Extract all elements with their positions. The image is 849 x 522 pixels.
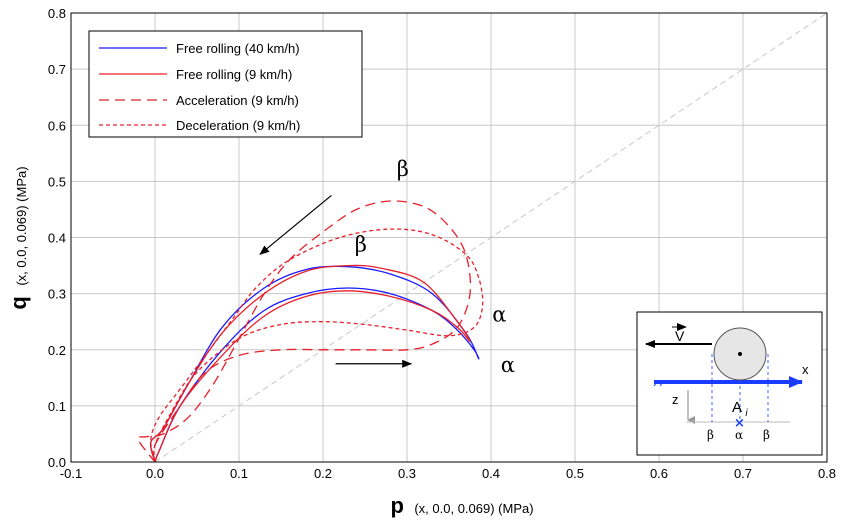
x-tick-label: 0.1 <box>230 466 248 481</box>
x-axis-label: p (x, 0.0, 0.069) (MPa) <box>390 493 533 518</box>
inset-velocity-label: V <box>675 328 685 344</box>
y-tick-label: 0.0 <box>48 455 66 470</box>
inset-z-label: z <box>672 392 679 407</box>
x-tick-label: 0.5 <box>566 466 584 481</box>
legend-label-free-rolling-40: Free rolling (40 km/h) <box>176 41 300 56</box>
legend: Free rolling (40 km/h) Free rolling (9 k… <box>88 30 363 138</box>
y-tick-label: 0.7 <box>48 62 66 77</box>
x-tick-label: 0.4 <box>482 466 500 481</box>
y-axis-label-sub: (x, 0.0, 0.069) (MPa) <box>14 166 29 285</box>
y-tick-label: 0.2 <box>48 343 66 358</box>
annotation-label: α <box>492 303 506 327</box>
x-tick-label: 0.8 <box>818 466 836 481</box>
inset-schematic: V x z A i × β α β <box>636 311 823 456</box>
x-tick-label: -0.1 <box>60 466 82 481</box>
y-tick-label: 0.8 <box>48 6 66 21</box>
x-tick-label: 0.7 <box>734 466 752 481</box>
annotation-label: β <box>397 157 409 181</box>
y-tick-label: 0.4 <box>48 231 66 246</box>
inset-beta-left: β <box>707 428 714 442</box>
inset-hatch-1 <box>653 380 659 387</box>
x-axis-label-sub: (x, 0.0, 0.069) (MPa) <box>414 501 533 516</box>
y-tick-labels: 0.0 0.1 0.2 0.3 0.4 0.5 0.6 0.7 0.8 <box>48 6 66 470</box>
annotation-label: β <box>355 233 367 257</box>
x-tick-label: 0.3 <box>398 466 416 481</box>
direction-arrow <box>259 194 332 255</box>
y-tick-label: 0.3 <box>48 287 66 302</box>
legend-label-free-rolling-9: Free rolling (9 km/h) <box>176 67 292 82</box>
series-line-0 <box>149 265 480 463</box>
inset-point-subscript: i <box>745 408 748 419</box>
legend-box <box>88 30 363 138</box>
greek-annotations: β β α α <box>355 157 515 377</box>
y-tick-label: 0.6 <box>48 118 66 133</box>
x-tick-labels: -0.1 0.0 0.1 0.2 0.3 0.4 0.5 0.6 0.7 0.8 <box>60 466 836 481</box>
inset-point-letter: A <box>732 399 742 416</box>
inset-alpha: α <box>735 428 743 442</box>
x-tick-label: 0.2 <box>314 466 332 481</box>
y-axis-label: q (x, 0.0, 0.069) (MPa) <box>6 166 31 309</box>
y-axis-label-main: q <box>6 296 31 309</box>
annotation-label: α <box>501 353 515 377</box>
x-tick-label: 0.6 <box>650 466 668 481</box>
x-axis-label-main: p <box>390 493 403 518</box>
data-curves <box>137 200 484 463</box>
x-tick-label: 0.0 <box>146 466 164 481</box>
inset-wheel-hub <box>738 352 742 356</box>
inset-x-label: x <box>802 362 809 377</box>
series-line-3 <box>150 228 484 463</box>
diagonal-reference-line <box>154 12 828 463</box>
series-line-2 <box>137 200 472 463</box>
plot-frame <box>70 12 828 463</box>
y-tick-label: 0.5 <box>48 174 66 189</box>
inset-hatch-2 <box>659 380 665 387</box>
inset-point-label: A i <box>732 399 748 419</box>
legend-label-acceleration: Acceleration (9 km/h) <box>176 93 299 108</box>
inset-beta-right: β <box>763 428 770 442</box>
y-tick-label: 0.1 <box>48 399 66 414</box>
legend-label-deceleration: Deceleration (9 km/h) <box>176 118 300 133</box>
inset-point-marker: × <box>734 416 745 431</box>
direction-arrows <box>259 194 413 368</box>
